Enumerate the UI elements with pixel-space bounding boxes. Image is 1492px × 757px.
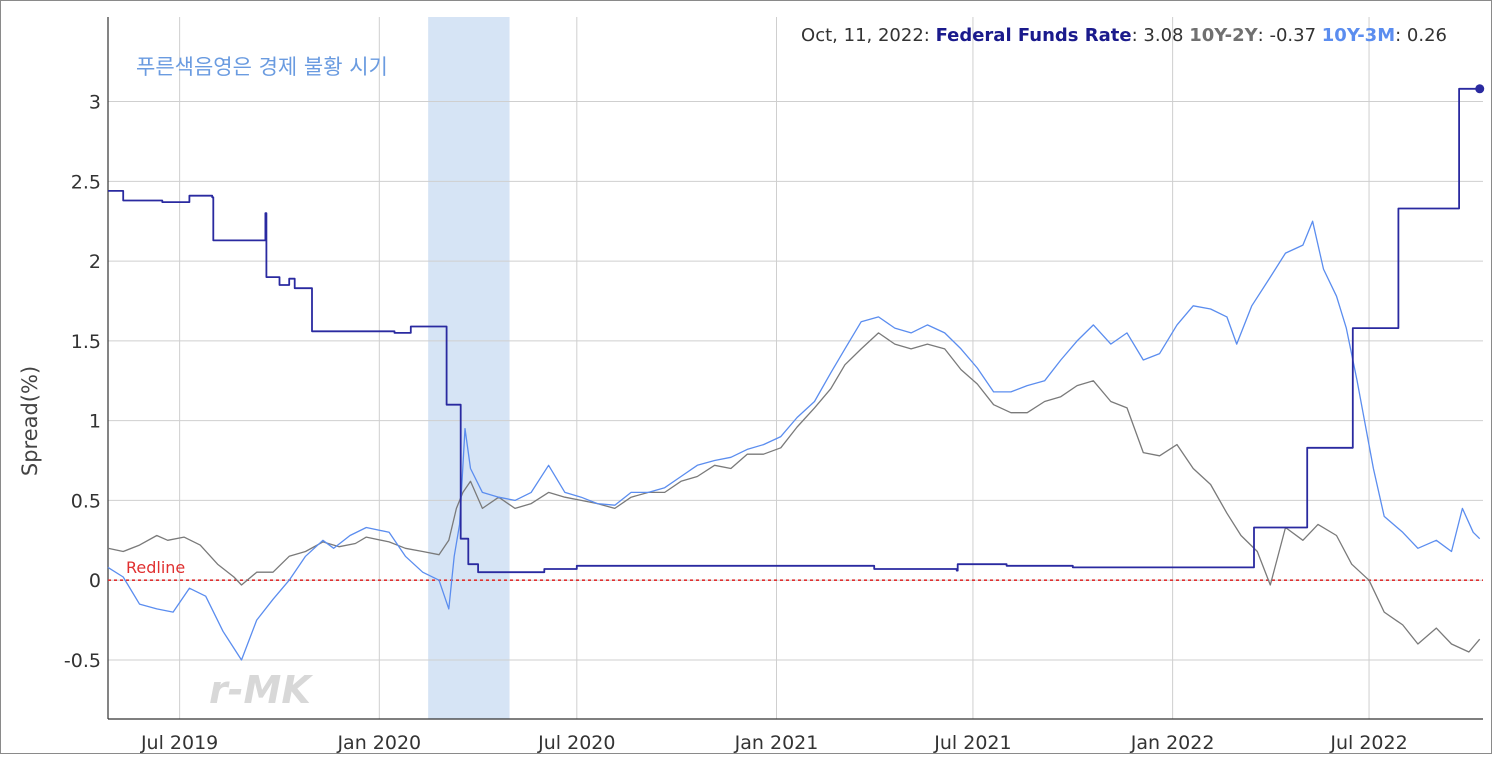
y-tick-label: 2.5: [71, 171, 101, 193]
y-tick-label: 0: [89, 570, 101, 592]
x-tick-label: Jul 2019: [140, 732, 218, 753]
recession-layer: [428, 17, 510, 719]
x-tick-label: Jan 2021: [734, 732, 819, 753]
redline-label: Redline: [126, 558, 185, 577]
status-series-name: Federal Funds Rate: [936, 25, 1132, 46]
x-tick-label: Jul 2021: [933, 732, 1011, 753]
y-tick-label: 1.5: [71, 331, 101, 353]
y-tick-label: 0.5: [71, 490, 101, 512]
series-line-10y-2y: [107, 332, 1481, 653]
labels-layer: 3 2.5 2 1.5 1 0.5 0 -0.5 Jul 2019 Jan 2020 Jul 202…: [64, 92, 1408, 754]
recession-band: [428, 17, 510, 719]
y-tick-label: 2: [89, 251, 101, 273]
status-series-value: : -0.37: [1258, 25, 1322, 46]
end-point-marker: [1475, 84, 1485, 94]
grid-layer: [108, 17, 1483, 719]
y-tick-label: 1: [89, 411, 101, 433]
watermark-logo: r-MK: [209, 668, 313, 712]
series-layer: [107, 84, 1485, 661]
x-tick-label: Jan 2020: [336, 732, 421, 753]
x-tick-label: Jul 2020: [537, 732, 615, 753]
status-series-value: : 0.26: [1395, 25, 1447, 46]
series-line-10y-3m: [107, 220, 1481, 661]
redline-layer: Redline: [108, 558, 1483, 581]
status-readout: Oct, 11, 2022: Federal Funds Rate: 3.08 …: [801, 25, 1447, 46]
status-series-name: 10Y-2Y: [1189, 25, 1258, 46]
y-tick-label: 3: [89, 92, 101, 114]
status-series-name: 10Y-3M: [1322, 25, 1395, 46]
status-series-value: : 3.08: [1132, 25, 1190, 46]
x-tick-label: Jul 2022: [1329, 732, 1407, 753]
y-tick-label: -0.5: [64, 650, 101, 672]
recession-annotation: 푸른색음영은 경제 불황 시기: [136, 55, 388, 79]
x-tick-label: Jan 2022: [1130, 732, 1215, 753]
y-axis-label: Spread(%): [18, 366, 42, 476]
status-date: Oct, 11, 2022:: [801, 25, 936, 46]
series-line-federal-funds-rate: [108, 87, 1480, 574]
axes-layer: [107, 17, 1483, 720]
